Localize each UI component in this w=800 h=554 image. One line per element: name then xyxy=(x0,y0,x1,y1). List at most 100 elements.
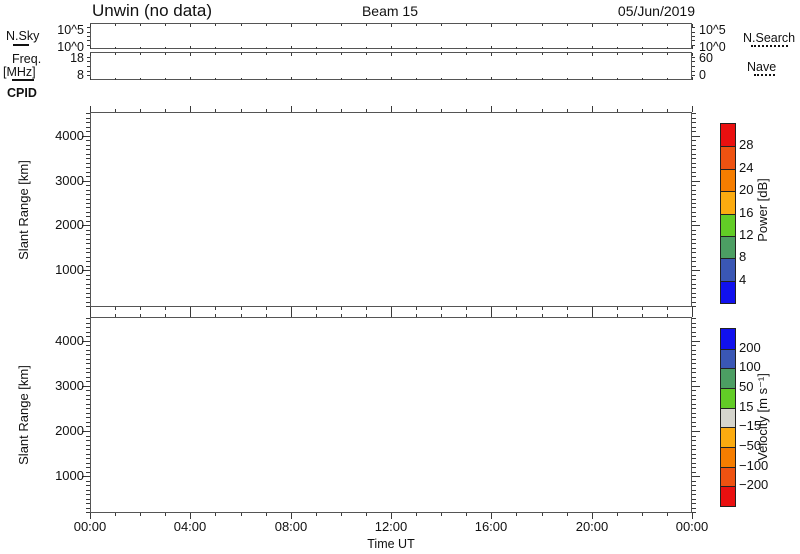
x-tick-bottom xyxy=(115,513,116,516)
y-tick-right xyxy=(692,408,696,409)
x-tick-top xyxy=(165,24,166,26)
beam-label: Beam 15 xyxy=(361,3,419,19)
x-tick-bottom xyxy=(215,307,216,310)
y-tick-left xyxy=(86,436,90,437)
colorbar-segment xyxy=(721,368,735,388)
x-tick-top xyxy=(266,314,267,317)
nsky-linestyle-solid xyxy=(13,44,29,46)
y-tick-right xyxy=(692,436,696,437)
y-tick-right xyxy=(692,181,700,182)
y-tick-left xyxy=(87,36,90,37)
y-tick-left xyxy=(86,131,90,132)
x-tick-bottom xyxy=(190,307,191,313)
colorbar-segment xyxy=(721,348,735,369)
y-tick-right xyxy=(692,36,695,37)
x-tick-top xyxy=(642,314,643,317)
x-tick-bottom xyxy=(617,78,618,80)
y-tick-right xyxy=(692,239,696,240)
y-tick-left xyxy=(86,508,90,509)
x-tick-bottom xyxy=(667,47,668,49)
x-tick-bottom xyxy=(291,77,292,80)
y-tick-left xyxy=(86,239,90,240)
y-tick-right xyxy=(692,445,696,446)
x-tick-top xyxy=(466,53,467,55)
x-tick-top xyxy=(241,314,242,317)
colorbar-segment xyxy=(721,466,735,487)
x-tick-top xyxy=(391,311,392,317)
colorbar-power xyxy=(720,123,736,304)
x-tick-bottom xyxy=(316,307,317,310)
y-tick-right xyxy=(692,234,696,235)
x-tick-top xyxy=(466,314,467,317)
x-tick-bottom xyxy=(466,307,467,310)
x-tick-label: 00:00 xyxy=(675,519,709,534)
x-tick-top xyxy=(466,109,467,112)
y-tick-left xyxy=(86,252,90,253)
nsky-right-ytick-top: 10^5 xyxy=(699,23,726,37)
y-tick-left xyxy=(86,399,90,400)
x-tick-top xyxy=(391,24,392,27)
x-tick-top xyxy=(416,53,417,55)
x-tick-bottom xyxy=(617,307,618,310)
x-tick-top xyxy=(617,314,618,317)
x-tick-top xyxy=(542,24,543,26)
y-tick-right xyxy=(692,306,696,307)
y-tick-right xyxy=(692,61,695,62)
y-tick-right xyxy=(692,481,696,482)
x-tick-top xyxy=(341,109,342,112)
y-tick-right xyxy=(692,32,695,33)
y-tick-left xyxy=(87,66,90,67)
y-tick-left xyxy=(86,372,90,373)
x-tick-top xyxy=(291,311,292,317)
colorbar-segment xyxy=(721,387,735,408)
x-tick-top xyxy=(692,311,693,317)
x-tick-top xyxy=(542,109,543,112)
x-tick-top xyxy=(667,314,668,317)
y-tick-right xyxy=(692,377,696,378)
x-tick-bottom xyxy=(366,47,367,49)
y-tick-left xyxy=(86,145,90,146)
x-tick-bottom xyxy=(140,78,141,80)
y-tick-right xyxy=(692,167,696,168)
x-tick-top xyxy=(642,109,643,112)
y-tick-label: 1000 xyxy=(55,468,84,483)
y-tick-right xyxy=(692,318,696,319)
x-tick-bottom xyxy=(491,513,492,519)
y-tick-right xyxy=(692,454,696,455)
y-tick-left xyxy=(86,297,90,298)
y-tick-right xyxy=(692,467,696,468)
x-tick-top xyxy=(491,24,492,27)
y-tick-left xyxy=(86,359,90,360)
x-tick-label: 12:00 xyxy=(374,519,408,534)
x-tick-top xyxy=(466,24,467,26)
y-tick-left xyxy=(86,377,90,378)
x-tick-bottom xyxy=(140,307,141,310)
x-tick-top xyxy=(516,109,517,112)
y-tick-left xyxy=(86,149,90,150)
x-tick-bottom xyxy=(466,47,467,49)
x-tick-bottom xyxy=(441,47,442,49)
y-tick-right xyxy=(692,261,696,262)
freq-right-ytick-top: 60 xyxy=(699,51,713,65)
x-tick-bottom xyxy=(516,307,517,310)
y-tick-right xyxy=(692,225,700,226)
y-tick-left xyxy=(86,404,90,405)
power-colorbar-label: Power [dB] xyxy=(755,178,770,242)
x-tick-top xyxy=(291,24,292,27)
y-tick-right xyxy=(692,485,696,486)
x-tick-top xyxy=(366,53,367,55)
x-tick-bottom xyxy=(140,47,141,49)
x-tick-bottom xyxy=(692,307,693,313)
colorbar-tick-label: 28 xyxy=(739,137,754,152)
y-tick-left xyxy=(86,440,90,441)
x-tick-bottom xyxy=(366,78,367,80)
x-tick-bottom xyxy=(617,513,618,516)
x-tick-top xyxy=(341,24,342,26)
x-tick-bottom xyxy=(542,47,543,49)
x-tick-bottom xyxy=(291,46,292,49)
x-tick-top xyxy=(416,24,417,26)
colorbar-segment xyxy=(721,280,735,303)
x-tick-bottom xyxy=(592,513,593,519)
y-tick-left xyxy=(86,113,90,114)
x-tick-top xyxy=(441,314,442,317)
